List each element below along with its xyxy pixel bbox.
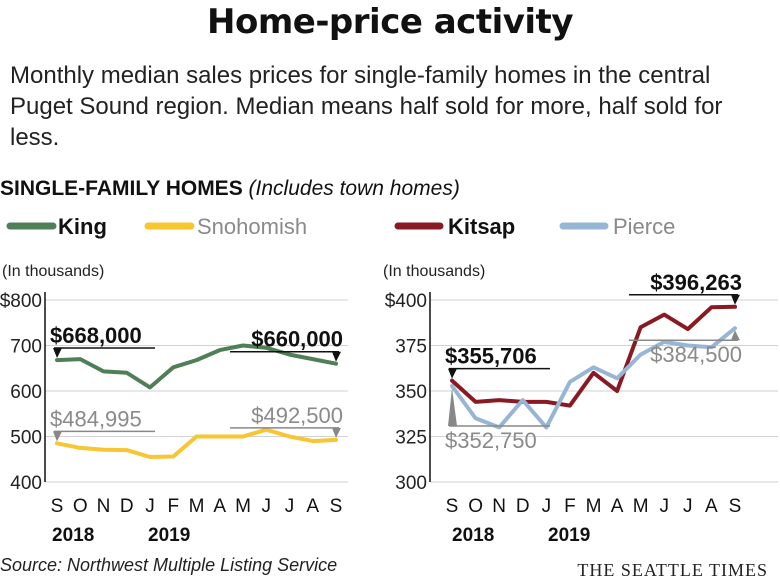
publisher-logo: THE SEATTLE TIMES <box>577 560 768 580</box>
annotation-pointer <box>448 387 457 426</box>
x-tick-label: J <box>683 496 693 517</box>
y-tick-label: 350 <box>395 382 427 403</box>
annotation-pointer <box>730 330 740 341</box>
series-line-snohomish <box>55 427 338 459</box>
page-title: Home-price activity <box>207 2 573 42</box>
annotation-label: $396,263 <box>650 270 742 295</box>
y-tick-label: 325 <box>395 428 427 449</box>
series-line-king <box>55 343 338 390</box>
x-tick-label: J <box>659 496 669 517</box>
x-tick-label: M <box>235 496 251 517</box>
y-tick-label: $800 <box>0 291 42 312</box>
x-year-label: 2019 <box>148 525 190 546</box>
series-line-pierce <box>450 326 737 430</box>
x-tick-label: J <box>145 496 155 517</box>
annotation-label: $660,000 <box>251 327 343 352</box>
x-tick-label: S <box>446 496 459 517</box>
y-tick-label: $400 <box>385 291 427 312</box>
y-tick-label: 400 <box>10 473 42 494</box>
subtitle: Monthly median sales prices for single-f… <box>10 62 723 151</box>
y-axis-label: (In thousands) <box>2 263 104 280</box>
annotation-pointer <box>53 431 62 442</box>
x-tick-label: D <box>516 496 530 517</box>
section-title-note: (Includes town homes) <box>248 177 460 200</box>
annotation-pointer <box>53 348 62 359</box>
annotation-label: $352,750 <box>445 428 537 453</box>
section-title: SINGLE-FAMILY HOMES (Includes town homes… <box>0 177 460 201</box>
x-tick-label: A <box>213 496 226 517</box>
x-tick-label: J <box>542 496 552 517</box>
x-tick-label: A <box>705 496 718 517</box>
y-tick-label: 700 <box>10 337 42 358</box>
x-tick-label: N <box>492 496 506 517</box>
x-year-label: 2018 <box>452 525 494 546</box>
annotation-label: $484,995 <box>50 406 142 431</box>
section-title-main: SINGLE-FAMILY HOMES <box>0 177 243 200</box>
legend-label-snohomish: Snohomish <box>197 214 307 239</box>
x-tick-label: S <box>729 496 742 517</box>
annotation-label: $492,500 <box>251 403 343 428</box>
x-tick-label: S <box>330 496 343 517</box>
x-tick-label: A <box>306 496 319 517</box>
x-tick-label: S <box>51 496 64 517</box>
legend-label-kitsap: Kitsap <box>448 214 515 239</box>
legend-label-pierce: Pierce <box>613 214 675 239</box>
y-axis-label: (In thousands) <box>383 263 485 280</box>
x-year-label: 2018 <box>52 525 94 546</box>
x-tick-label: D <box>120 496 134 517</box>
annotation-pointer <box>332 351 341 362</box>
y-tick-label: 500 <box>10 428 42 449</box>
x-tick-label: J <box>262 496 272 517</box>
legend-label-king: King <box>58 214 107 239</box>
annotation-label: $355,706 <box>445 344 537 369</box>
x-tick-label: M <box>586 496 602 517</box>
source-note: Source: Northwest Multiple Listing Servi… <box>0 555 338 575</box>
x-tick-label: F <box>167 496 179 517</box>
x-tick-label: M <box>189 496 205 517</box>
x-tick-label: F <box>564 496 576 517</box>
annotation-pointer <box>730 294 740 305</box>
series-line-kitsap <box>450 304 737 408</box>
y-tick-label: 600 <box>10 382 42 403</box>
x-tick-label: M <box>633 496 649 517</box>
x-tick-label: A <box>611 496 624 517</box>
y-tick-label: 375 <box>395 337 427 358</box>
annotation-pointer <box>332 427 341 438</box>
x-year-label: 2019 <box>548 525 590 546</box>
x-tick-label: N <box>97 496 111 517</box>
annotation-pointer <box>448 368 457 379</box>
annotation-label: $384,500 <box>650 342 742 367</box>
annotation-label: $668,000 <box>50 323 142 348</box>
x-tick-label: O <box>73 496 88 517</box>
x-tick-label: O <box>468 496 483 517</box>
y-tick-label: 300 <box>395 473 427 494</box>
x-tick-label: J <box>285 496 295 517</box>
